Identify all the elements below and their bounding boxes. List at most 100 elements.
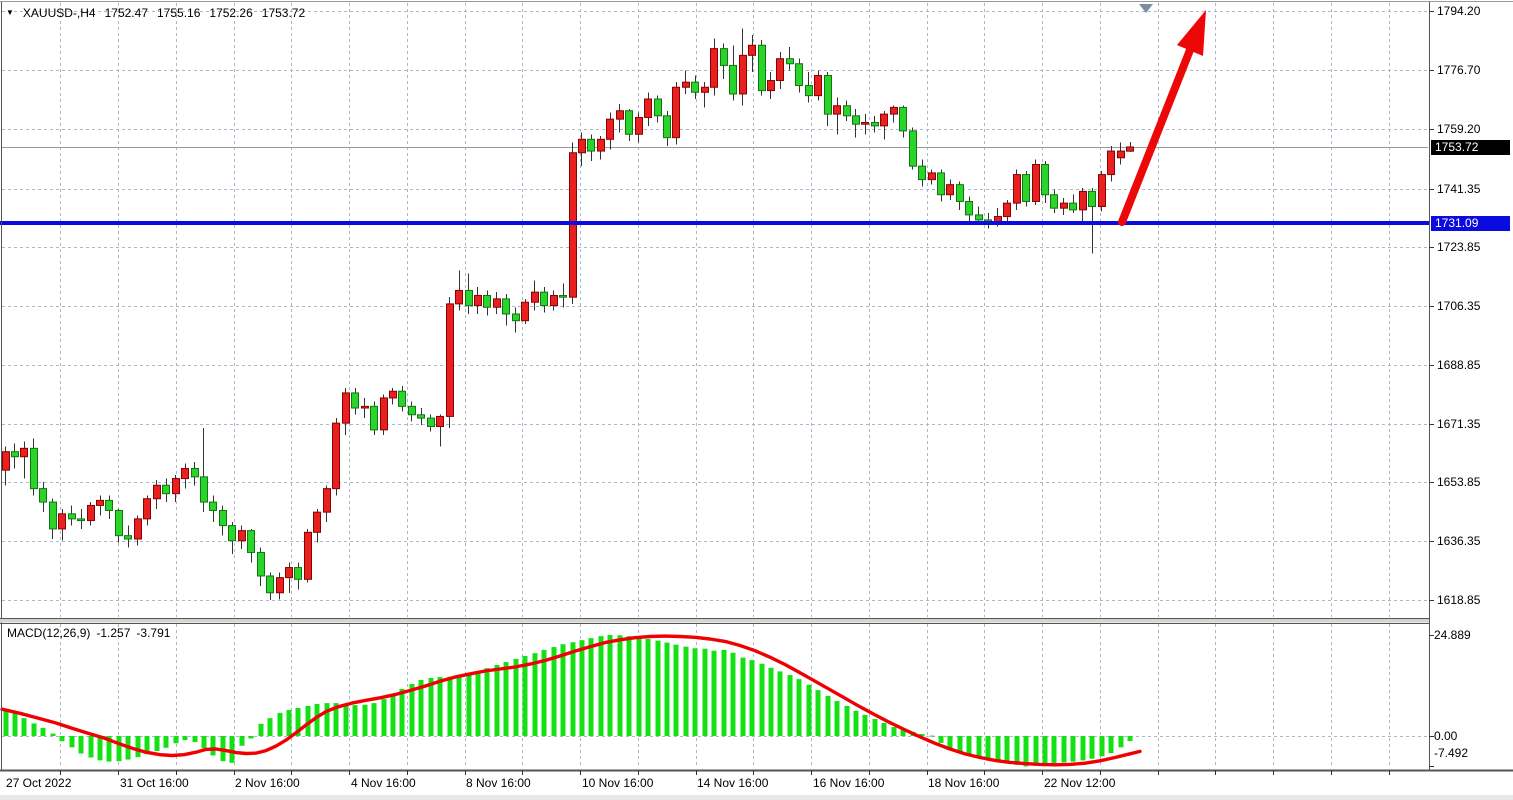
candle-bull: [58, 513, 66, 530]
macd-histogram-bar: [409, 684, 415, 736]
time-axis-label: 2 Nov 16:00: [235, 776, 300, 790]
candle-bear: [899, 106, 907, 132]
panel-separator[interactable]: [0, 619, 1429, 623]
candle-bull: [143, 498, 151, 520]
candle-bear: [209, 501, 217, 511]
macd-histogram-bar: [730, 652, 736, 736]
candle-bull: [531, 291, 539, 303]
macd-histogram-bar: [702, 648, 708, 736]
macd-histogram-bar: [116, 736, 122, 762]
macd-histogram-bar: [929, 735, 935, 737]
candle-bull: [1079, 190, 1087, 211]
candle-bear: [540, 291, 548, 307]
candle-bull: [597, 138, 605, 152]
candle-bear: [937, 172, 945, 196]
time-axis-label: 14 Nov 16:00: [697, 776, 769, 790]
candle-bull: [606, 118, 614, 140]
macd-histogram-bar: [796, 679, 802, 736]
macd-histogram-bar: [314, 703, 320, 736]
macd-histogram-bar: [759, 663, 765, 736]
time-axis-label: 16 Nov 16:00: [813, 776, 885, 790]
macd-histogram-bar: [626, 636, 632, 736]
time-axis-label: 10 Nov 16:00: [582, 776, 654, 790]
macd-histogram-bar: [182, 736, 188, 741]
candle-bear: [124, 535, 132, 540]
candle-bull: [928, 172, 936, 181]
macd-histogram-bar: [447, 676, 453, 736]
macd-histogram-bar: [740, 657, 746, 736]
macd-histogram-bar: [106, 736, 112, 762]
macd-histogram-bar: [825, 695, 831, 736]
macd-histogram-bar: [777, 671, 783, 736]
candle-bear: [654, 98, 662, 117]
macd-histogram-bar: [295, 707, 301, 736]
macd-histogram-bar: [248, 736, 254, 739]
macd-histogram-bar: [853, 710, 859, 736]
macd-histogram-bar: [390, 694, 396, 736]
price-axis-label: 1688.85: [1437, 358, 1481, 372]
macd-axis-label: 24.889: [1434, 628, 1471, 642]
macd-histogram-bar: [570, 642, 576, 736]
candle-bull: [1107, 150, 1115, 176]
macd-histogram-bar: [711, 650, 717, 736]
macd-histogram-bar: [947, 736, 953, 749]
macd-histogram-bar: [399, 688, 405, 736]
candle-bear: [219, 509, 227, 527]
candle-bull: [285, 567, 293, 579]
candle-bear: [68, 513, 76, 520]
macd-histogram-bar: [1033, 736, 1039, 766]
macd-histogram-bar: [938, 736, 944, 743]
macd-histogram-bar: [844, 705, 850, 736]
candle-bull: [172, 478, 180, 495]
macd-histogram-bar: [1108, 736, 1114, 754]
chart-shift-marker-icon[interactable]: [1139, 4, 1153, 13]
candle-bear: [720, 48, 728, 66]
price-axis-label: 1706.35: [1437, 299, 1481, 313]
candle-bull: [276, 577, 284, 594]
candle-bull: [767, 80, 775, 92]
candle-bear: [975, 214, 983, 221]
candle-bull: [313, 511, 321, 533]
candle-bear: [417, 414, 425, 419]
trend-arrow-head-icon[interactable]: [1177, 10, 1206, 56]
candle-bear: [247, 530, 255, 553]
macd-histogram-bar: [919, 733, 925, 736]
candle-bull: [474, 294, 482, 307]
macd-histogram-bar: [834, 701, 840, 736]
macd-histogram-bar: [371, 703, 377, 736]
trend-arrow-shaft[interactable]: [1118, 46, 1194, 226]
macd-histogram-bar: [579, 640, 585, 736]
candle-bear: [49, 501, 57, 530]
candle-bear: [587, 138, 595, 152]
candle-bull: [134, 518, 142, 540]
candle-bull: [181, 467, 189, 480]
macd-histogram-bar: [88, 736, 94, 758]
candle-bear: [257, 551, 265, 577]
macd-histogram-bar: [59, 736, 65, 742]
macd-axis-label: 0.00: [1434, 729, 1458, 743]
candle-bear: [843, 105, 851, 117]
macd-histogram-bar: [787, 675, 793, 736]
collapse-indicator-icon[interactable]: ▼: [6, 7, 14, 17]
macd-histogram-bar: [503, 662, 509, 736]
macd-histogram-bar: [418, 679, 424, 736]
candle-bear: [266, 575, 274, 594]
macd-histogram-bar: [1118, 736, 1124, 748]
macd-histogram-bar: [1023, 736, 1029, 767]
macd-histogram-bar: [456, 675, 462, 736]
macd-histogram-bar: [50, 733, 56, 736]
macd-histogram-bar: [522, 656, 528, 736]
macd-histogram-bar: [97, 736, 103, 761]
support-level-badge: 1731.09: [1431, 216, 1510, 231]
macd-histogram-bar: [201, 736, 207, 749]
open-value: 1752.47: [104, 6, 148, 20]
candle-bull: [20, 447, 28, 458]
macd-histogram-bar: [1127, 736, 1133, 742]
time-axis-label: 31 Oct 16:00: [120, 776, 189, 790]
macd-histogram-bar: [985, 736, 991, 761]
macd-histogram-bar: [636, 637, 642, 736]
candle-bear: [77, 518, 85, 522]
candle-bull: [2, 451, 10, 471]
candle-bear: [483, 294, 491, 308]
